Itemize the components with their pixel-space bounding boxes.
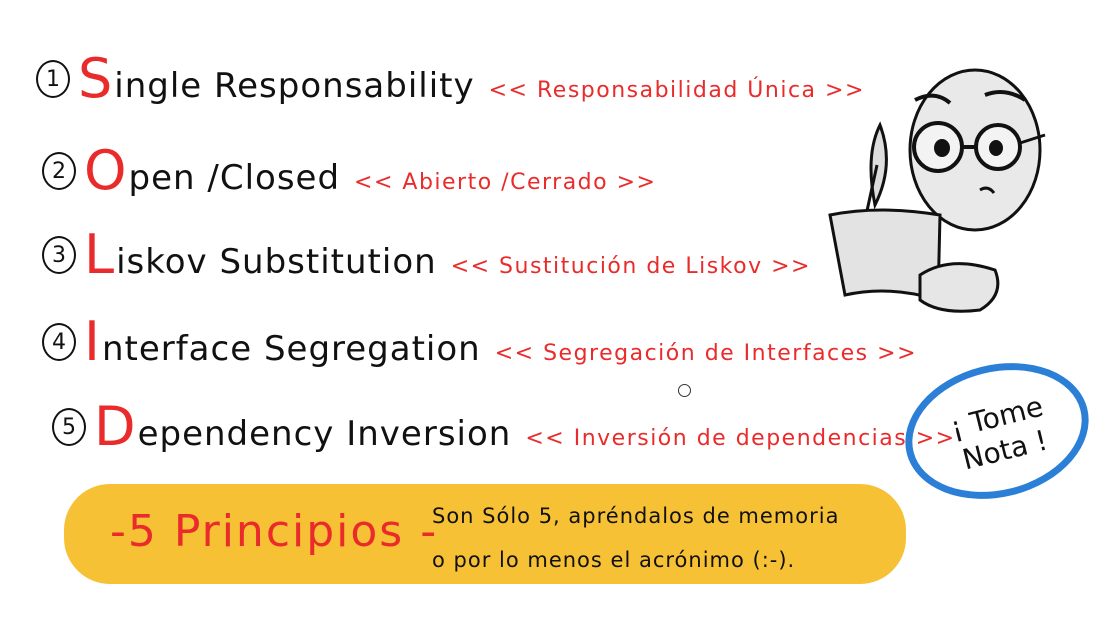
principle-name: ependency Inversion <box>137 414 512 454</box>
number-badge: 2 <box>42 152 76 190</box>
number-badge: 1 <box>36 60 70 98</box>
number-badge: 5 <box>52 408 86 446</box>
banner-note-line-1: Son Sólo 5, apréndalos de memoria <box>432 504 840 528</box>
principle-translation: << Segregación de Interfaces >> <box>494 341 918 366</box>
principle-name: iskov Substitution <box>116 242 437 282</box>
principle-initial: O <box>84 139 127 202</box>
banner-title: -5 Principios - <box>110 506 439 557</box>
principle-initial: I <box>84 310 100 373</box>
principle-row-2: 2 O pen /Closed << Abierto /Cerrado >> <box>42 144 656 198</box>
principle-row-1: 1 S ingle Responsability << Responsabili… <box>36 52 865 106</box>
principle-translation: << Responsabilidad Única >> <box>488 78 865 103</box>
principle-name: ingle Responsability <box>114 66 475 106</box>
principle-initial: D <box>94 395 136 458</box>
summary-banner <box>64 484 906 584</box>
principle-name: pen /Closed <box>128 158 341 198</box>
principle-row-4: 4 I nterface Segregation << Segregación … <box>42 315 917 369</box>
principle-row-5: 5 D ependency Inversion << Inversión de … <box>52 400 956 454</box>
banner-note-line-2: o por lo menos el acrónimo (:-). <box>432 548 796 572</box>
principle-initial: S <box>78 47 113 110</box>
number-badge: 4 <box>42 323 76 361</box>
principle-translation: << Inversión de dependencias >> <box>525 426 956 451</box>
small-circle-mark <box>678 384 691 397</box>
principle-name: nterface Segregation <box>101 329 481 369</box>
principle-row-3: 3 L iskov Substitution << Sustitución de… <box>42 228 811 282</box>
banner-note: Son Sólo 5, apréndalos de memoria o por … <box>432 494 882 582</box>
reading-character-illustration <box>828 68 1046 313</box>
principle-translation: << Abierto /Cerrado >> <box>354 170 657 195</box>
principle-initial: L <box>84 223 115 286</box>
principle-translation: << Sustitución de Liskov >> <box>450 254 811 279</box>
number-badge: 3 <box>42 236 76 274</box>
